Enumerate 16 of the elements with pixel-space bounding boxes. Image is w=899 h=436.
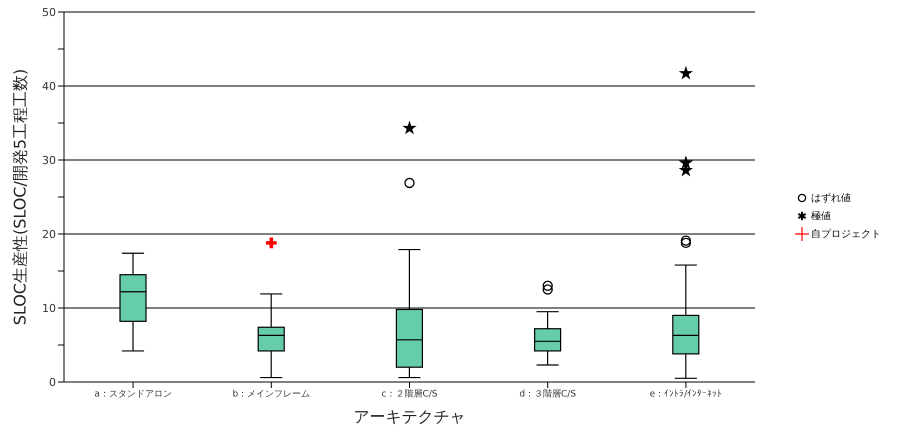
legend-label: 極値: [811, 210, 831, 223]
y-tick-label: 50: [42, 6, 56, 19]
x-tick-label: c：２階層C/S: [382, 388, 438, 400]
y-tick-label: 40: [42, 80, 56, 93]
x-tick-label: a：スタンドアロン: [94, 389, 172, 400]
y-tick-label: 0: [49, 376, 56, 389]
y-axis-title: SLOC生産性(SLOC/開発5工程工数): [10, 68, 30, 326]
x-axis-title: アーキテクチャ: [354, 407, 466, 426]
legend-label: はずれ値: [811, 192, 851, 205]
y-tick-label: 30: [42, 154, 56, 167]
x-tick-label: e：ｲﾝﾄﾗ/ｲﾝﾀｰﾈｯﾄ: [650, 388, 722, 400]
y-tick-label: 20: [42, 228, 56, 241]
x-tick-label: d：３階層C/S: [519, 388, 576, 400]
legend-label: 自プロジェクト: [811, 228, 881, 241]
x-tick-label: b：メインフレーム: [232, 389, 310, 400]
y-tick-label: 10: [42, 302, 56, 315]
